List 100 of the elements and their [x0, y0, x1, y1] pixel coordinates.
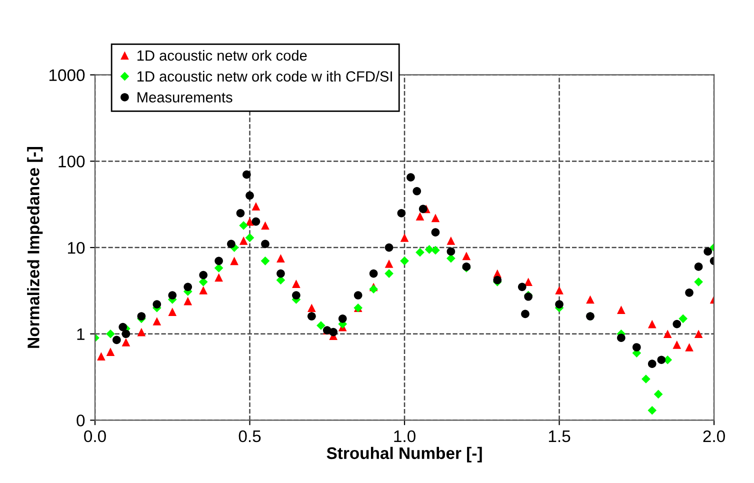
legend-label: Measurements — [138, 92, 232, 102]
legend-label: 1D acoustic netw ork code — [137, 50, 307, 61]
point — [369, 284, 378, 294]
point — [446, 236, 456, 245]
point — [384, 243, 394, 252]
point — [199, 286, 208, 294]
x-tick-label: 1.5 — [548, 430, 570, 442]
point — [276, 269, 285, 278]
point — [416, 248, 424, 257]
point — [261, 221, 270, 230]
x-tick-label: 0.5 — [238, 430, 261, 442]
point — [106, 348, 115, 356]
point — [106, 329, 115, 338]
point — [292, 291, 300, 300]
point — [617, 306, 626, 314]
y-tick-label: 0 — [76, 414, 85, 426]
point — [416, 212, 424, 220]
point — [214, 264, 224, 272]
point — [685, 343, 694, 352]
point — [97, 352, 106, 360]
y-tick-label: 100 — [58, 156, 85, 168]
point — [276, 254, 285, 262]
x-axis-title: Strouhal Number [-] — [326, 446, 482, 462]
point — [168, 291, 177, 300]
point — [694, 277, 703, 286]
point — [384, 260, 394, 268]
point — [672, 340, 682, 349]
point — [694, 262, 703, 271]
point — [678, 314, 688, 324]
point — [555, 300, 564, 308]
point — [694, 330, 703, 338]
point — [654, 390, 663, 399]
point — [308, 304, 316, 312]
point — [369, 269, 378, 278]
point — [685, 288, 694, 297]
point — [400, 234, 409, 242]
y-tick-label: 1000 — [49, 69, 85, 82]
point — [354, 291, 362, 300]
point — [152, 300, 162, 308]
point — [252, 217, 260, 226]
point — [214, 256, 223, 266]
point — [648, 360, 656, 368]
point — [412, 186, 422, 196]
point — [122, 330, 130, 338]
point — [431, 246, 440, 255]
point — [252, 202, 260, 211]
point — [462, 252, 471, 260]
point — [260, 256, 270, 266]
y-tick-label: 1 — [77, 328, 84, 340]
point — [431, 214, 440, 222]
y-tick-label: 10 — [68, 242, 85, 254]
point — [648, 320, 656, 328]
point — [431, 228, 440, 236]
point — [521, 310, 530, 318]
point — [555, 286, 564, 294]
x-tick-label: 1.0 — [394, 430, 416, 442]
point — [418, 204, 428, 214]
point — [242, 170, 251, 179]
point — [245, 233, 254, 242]
point — [617, 334, 626, 342]
x-tick-label: 2.0 — [703, 430, 725, 442]
point — [316, 321, 326, 330]
point — [184, 282, 192, 292]
point — [199, 270, 208, 280]
point — [239, 221, 248, 230]
point — [137, 312, 146, 320]
point — [424, 245, 434, 254]
point — [384, 269, 394, 278]
point — [261, 240, 270, 248]
y-axis-title: Normalized Impedance [-] — [27, 147, 43, 348]
point — [632, 343, 641, 352]
point — [329, 328, 338, 336]
point — [406, 173, 415, 182]
point — [239, 236, 248, 245]
point — [168, 308, 177, 316]
point — [230, 256, 238, 266]
point — [663, 330, 672, 338]
point — [446, 247, 456, 256]
point — [657, 356, 666, 364]
point — [704, 247, 712, 256]
legend-label: 1D acoustic netw ork code w ith CFD/SI — [137, 70, 392, 82]
point — [184, 296, 192, 306]
point — [524, 278, 532, 286]
point — [338, 314, 347, 323]
point — [152, 317, 162, 326]
point — [137, 328, 146, 336]
point — [227, 240, 236, 248]
point — [672, 320, 682, 328]
x-tick-label: 0.0 — [84, 430, 106, 442]
point — [397, 209, 406, 218]
point — [112, 336, 121, 344]
point — [214, 273, 223, 282]
point — [400, 256, 409, 266]
point — [648, 406, 657, 415]
point — [642, 374, 650, 384]
point — [518, 282, 526, 292]
point — [292, 280, 300, 288]
point — [236, 209, 245, 218]
point — [122, 338, 130, 346]
point — [586, 295, 594, 304]
